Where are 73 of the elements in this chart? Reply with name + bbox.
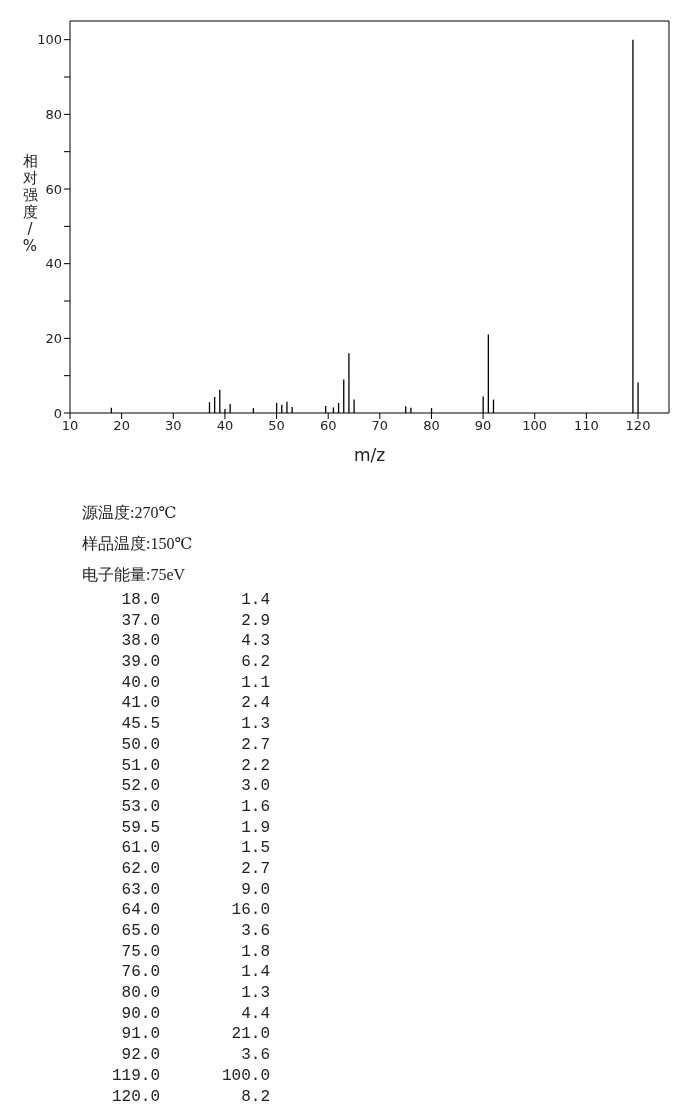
text: 21.0 [230,1024,270,1046]
text: 61.0 [120,838,160,859]
text: 90.0 [120,1003,160,1025]
text: 8.2 [240,1086,270,1105]
text: 1.5 [240,838,270,859]
text: 52.0 [120,776,160,797]
text: 3.6 [240,921,270,942]
text: 59.5 [120,817,160,839]
text: 37.0 [120,610,160,632]
text: 50.0 [120,734,160,756]
y-tick-label: 80 [45,106,62,122]
x-tick-label: 10 [61,418,79,434]
x-tick-label: 90 [474,418,492,434]
text: 16.0 [230,900,270,921]
text: 2.7 [240,734,270,756]
text: 3.0 [240,776,270,797]
x-tick-label: 20 [113,418,130,434]
text: 1.4 [240,962,270,984]
x-axis-title: m/z [353,445,386,465]
text: 76.0 [120,962,160,984]
text: 2.9 [240,610,270,632]
text: 样品温度:150℃ [82,534,194,554]
y-axis-title: 相对强度/% [22,152,38,255]
x-tick-label: 100 [522,418,548,434]
text: 2.7 [240,858,270,880]
text: 4.4 [240,1003,270,1025]
text: 65.0 [120,921,160,942]
text: 6.2 [240,652,270,673]
text: 51.0 [120,755,160,777]
text: 75.0 [120,941,160,963]
text: 9.0 [240,879,270,901]
x-tick-label: 70 [371,418,389,434]
y-tick-label: 0 [53,405,62,421]
text: 源温度:270℃ [82,503,178,523]
text: 100.0 [221,1065,270,1087]
text: 18.0 [120,590,160,611]
text: 2.2 [240,755,270,777]
text: 1.1 [240,672,270,694]
y-tick-label: 60 [45,181,62,197]
text: 64.0 [120,900,160,921]
text: 1.3 [240,983,270,1004]
text: 1.3 [240,714,270,735]
text: 4.3 [240,631,270,653]
x-tick-label: 40 [216,418,234,434]
text: 41.0 [120,693,160,715]
y-tick-label: 20 [45,330,62,346]
text: 38.0 [120,631,160,653]
text: 3.6 [240,1045,270,1066]
x-tick-label: 30 [165,418,182,434]
y-tick-label: 100 [37,32,62,48]
text: 91.0 [120,1024,160,1046]
text: 1.9 [240,817,270,839]
x-tick-label: 60 [319,418,337,434]
text: 45.5 [120,714,160,735]
y-tick-label: 40 [45,256,62,272]
text: 2.4 [240,693,270,715]
text: 39.0 [120,652,160,673]
text: 1.6 [240,796,270,818]
text: 92.0 [120,1045,160,1066]
text: 63.0 [120,879,160,901]
x-tick-label: 120 [625,418,651,434]
text: 40.0 [120,672,160,694]
text: 53.0 [120,796,160,818]
x-tick-label: 110 [573,418,599,434]
text: 120.0 [111,1086,160,1105]
x-tick-label: 80 [423,418,440,434]
text: 62.0 [120,858,160,880]
x-tick-label: 50 [268,418,285,434]
text: 80.0 [120,983,160,1004]
text: 119.0 [111,1065,160,1087]
text: 电子能量:75eV [82,565,187,585]
text: 1.4 [240,590,270,611]
text: 1.8 [240,941,270,963]
